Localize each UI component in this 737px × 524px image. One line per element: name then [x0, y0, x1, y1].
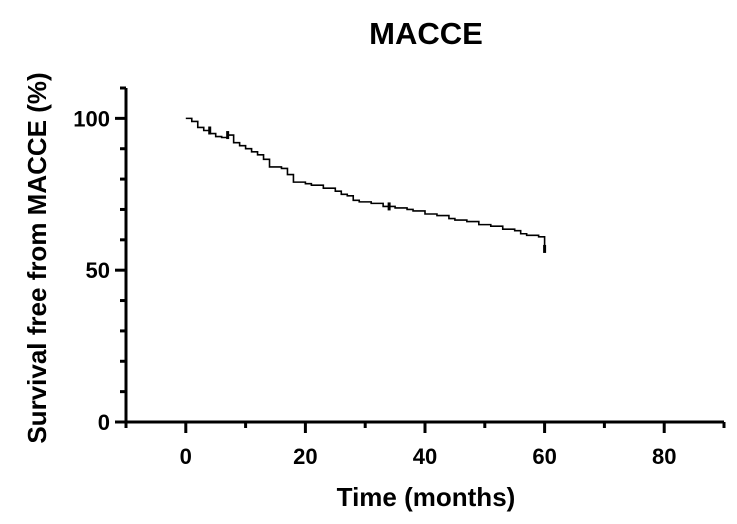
y-axis-label: Survival free from MACCE (%) — [22, 72, 52, 443]
x-ticks: 0 20 40 60 80 — [124, 422, 726, 469]
x-tick-label: 80 — [652, 444, 676, 469]
y-tick-label: 50 — [86, 258, 110, 283]
y-tick-label: 100 — [73, 106, 110, 131]
x-tick-label: 40 — [413, 444, 437, 469]
survival-series — [185, 117, 547, 253]
x-axis-label: Time (months) — [337, 482, 516, 512]
y-ticks: 0 50 100 — [73, 86, 126, 435]
x-tick-label: 20 — [293, 444, 317, 469]
y-tick-label: 0 — [98, 410, 110, 435]
chart-title: MACCE — [369, 16, 483, 51]
x-tick-label: 0 — [180, 444, 192, 469]
x-tick-label: 60 — [532, 444, 556, 469]
survival-curve — [185, 117, 546, 249]
